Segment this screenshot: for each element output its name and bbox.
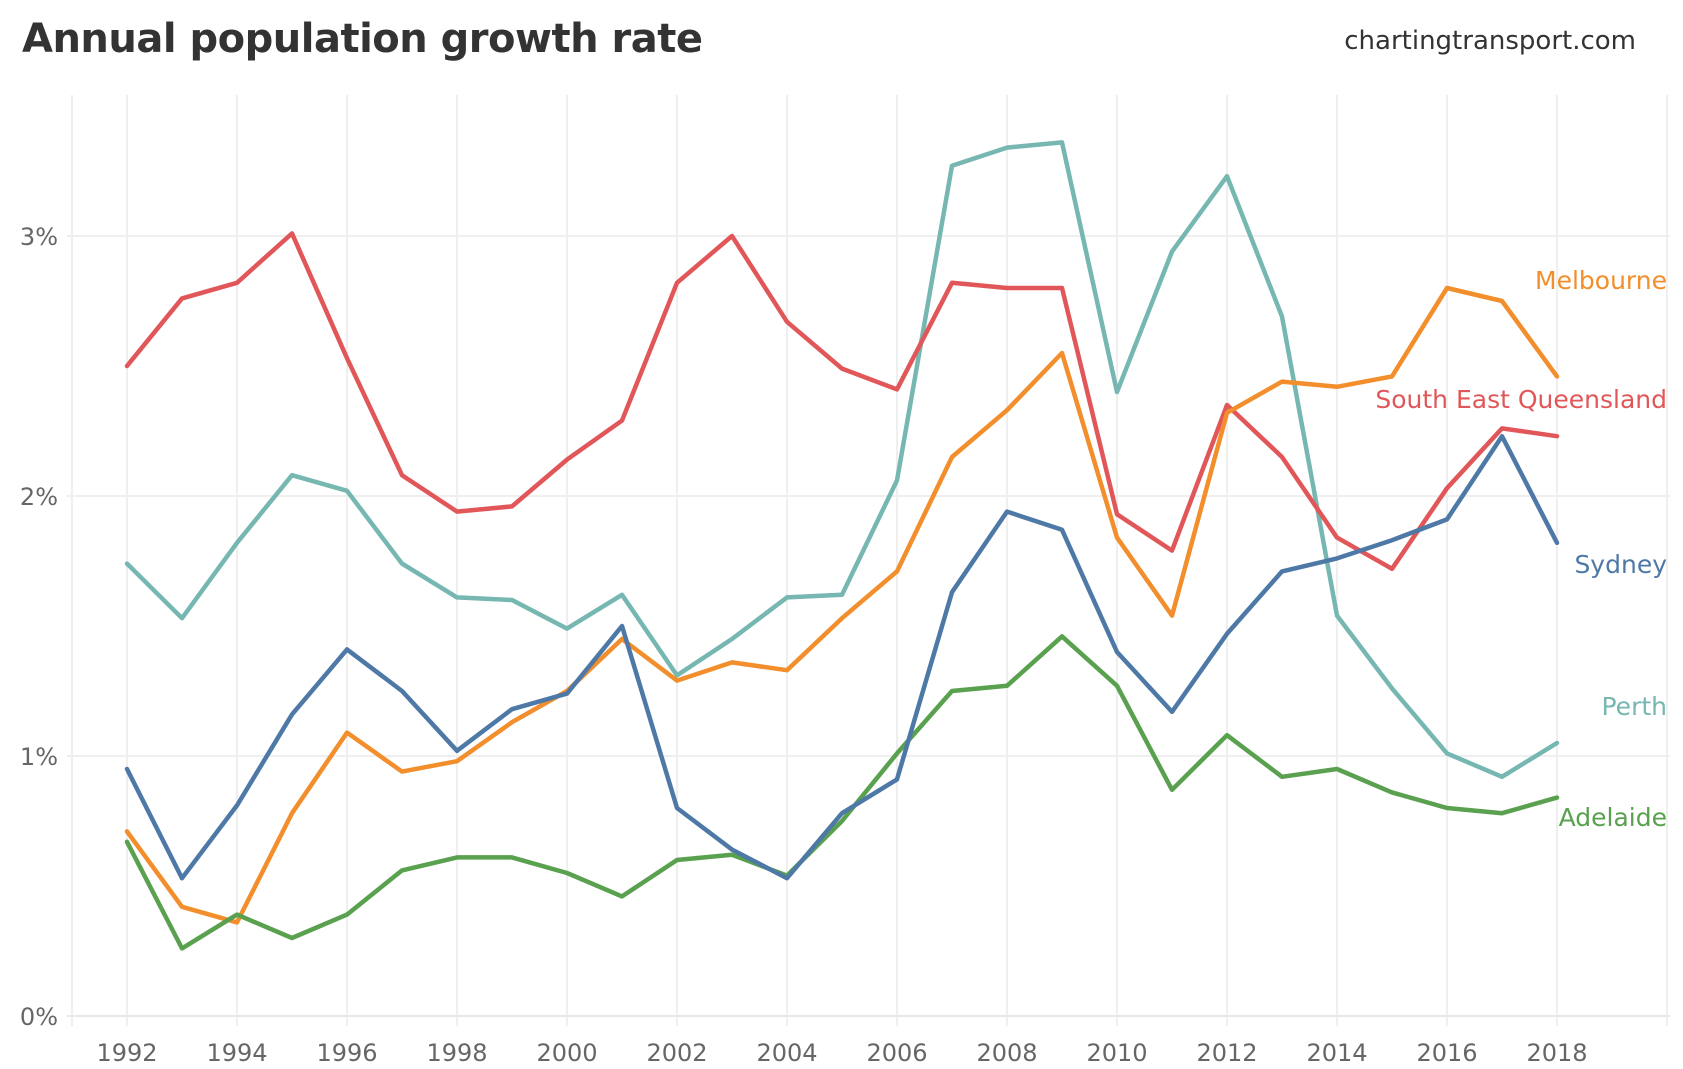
series-line-south-east-queensland	[124, 231, 1560, 572]
source-credit: chartingtransport.com	[1344, 26, 1636, 56]
series-label-adelaide: Adelaide	[1559, 803, 1667, 832]
series-line-adelaide	[124, 634, 1560, 951]
series-line-melbourne	[124, 285, 1560, 925]
x-tick-label: 2018	[1526, 1039, 1587, 1067]
x-tick-label: 1994	[206, 1039, 267, 1067]
x-tick-label: 1998	[426, 1039, 487, 1067]
series-line-sydney	[124, 433, 1560, 881]
series-label-perth: Perth	[1602, 692, 1668, 721]
series-lines	[124, 140, 1560, 951]
series-label-melbourne: Melbourne	[1535, 266, 1667, 295]
series-labels: Melbourne South East Queensland Sydney Pert…	[1375, 266, 1667, 832]
gridlines	[67, 95, 1670, 1026]
y-tick-label: 3%	[20, 223, 58, 251]
y-tick-label: 2%	[20, 483, 58, 511]
chart-title: Annual population growth rate	[22, 16, 703, 62]
x-tick-label: 2010	[1086, 1039, 1147, 1067]
x-tick-label: 2016	[1416, 1039, 1477, 1067]
x-tick-label: 2014	[1306, 1039, 1367, 1067]
x-tick-label: 1996	[316, 1039, 377, 1067]
x-tick-label: 1992	[96, 1039, 157, 1067]
series-label-sydney: Sydney	[1574, 550, 1667, 579]
series-label-south-east-queensland: South East Queensland	[1375, 385, 1667, 414]
series-line-perth	[124, 140, 1560, 780]
y-tick-label: 0%	[20, 1003, 58, 1031]
x-tick-label: 2000	[536, 1039, 597, 1067]
x-tick-label: 2004	[756, 1039, 817, 1067]
x-tick-label: 2006	[866, 1039, 927, 1067]
x-tick-label: 2002	[646, 1039, 707, 1067]
y-tick-label: 1%	[20, 743, 58, 771]
axes: 0% 1% 2% 3% 1992 1994 1996 1998 2000 2002 2004 2006…	[20, 223, 1588, 1067]
x-tick-label: 2008	[976, 1039, 1037, 1067]
x-tick-label: 2012	[1196, 1039, 1257, 1067]
